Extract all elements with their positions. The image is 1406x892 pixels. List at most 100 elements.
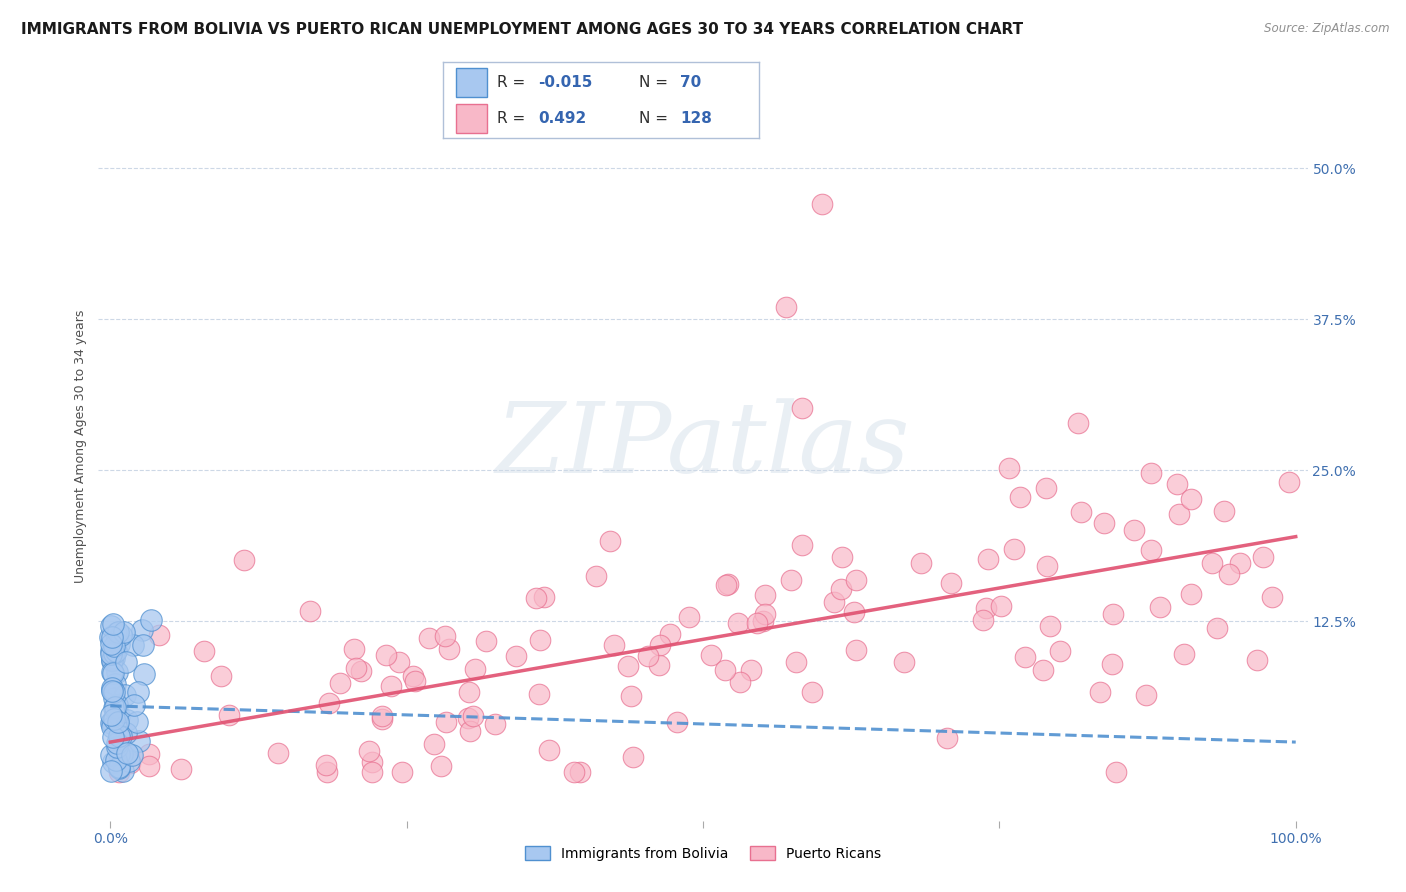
Point [401, 669, 423, 683]
Point [391, 765, 413, 780]
Point [108, 760, 131, 774]
Point [699, 648, 721, 662]
Point [1070, 505, 1092, 519]
Point [998, 461, 1021, 475]
Point [112, 624, 135, 639]
Point [114, 688, 136, 702]
Point [745, 615, 768, 630]
Point [527, 687, 550, 701]
Point [350, 664, 373, 678]
Point [100, 619, 122, 633]
Point [740, 663, 762, 677]
Point [429, 759, 451, 773]
Point [370, 712, 392, 726]
Point [375, 648, 398, 662]
Point [100, 748, 122, 763]
Point [101, 681, 124, 695]
Point [437, 642, 460, 657]
Point [1201, 556, 1223, 570]
Point [599, 534, 621, 549]
Point [1032, 663, 1054, 677]
Point [801, 685, 824, 699]
Point [298, 604, 321, 618]
Point [380, 679, 402, 693]
Point [1014, 650, 1036, 665]
Text: 0.492: 0.492 [537, 111, 586, 126]
Point [359, 744, 381, 758]
Point [422, 737, 444, 751]
Point [1092, 516, 1115, 530]
Point [101, 665, 124, 680]
Point [315, 758, 337, 772]
Point [936, 731, 959, 745]
Point [1140, 543, 1163, 558]
Point [103, 646, 125, 660]
Point [457, 711, 479, 725]
Point [104, 699, 127, 714]
Point [101, 654, 124, 668]
Point [138, 747, 160, 762]
Point [842, 605, 865, 619]
Point [105, 739, 128, 754]
Point [170, 762, 193, 776]
Point [103, 712, 125, 726]
Point [569, 765, 592, 780]
Point [717, 577, 740, 591]
Point [121, 747, 143, 762]
Text: -0.015: -0.015 [537, 75, 592, 90]
Point [1213, 504, 1236, 518]
Point [267, 747, 290, 761]
Point [138, 759, 160, 773]
Point [115, 747, 138, 761]
Point [105, 665, 128, 680]
Point [1139, 466, 1161, 480]
Point [484, 716, 506, 731]
Point [658, 626, 681, 640]
Point [1002, 541, 1025, 556]
Point [120, 756, 142, 771]
Point [115, 714, 138, 728]
Point [1105, 765, 1128, 780]
Text: 70: 70 [681, 75, 702, 90]
Y-axis label: Unemployment Among Ages 30 to 34 years: Unemployment Among Ages 30 to 34 years [75, 310, 87, 582]
Point [104, 753, 127, 767]
Point [1180, 587, 1202, 601]
Point [128, 734, 150, 748]
Point [100, 630, 122, 644]
Point [103, 650, 125, 665]
Point [101, 683, 124, 698]
Point [1168, 507, 1191, 521]
Point [124, 698, 146, 713]
Point [792, 401, 814, 415]
Text: N =: N = [640, 111, 668, 126]
Point [105, 698, 128, 713]
Point [529, 632, 551, 647]
Point [209, 669, 232, 683]
Point [1180, 492, 1202, 507]
Point [110, 628, 132, 642]
Point [727, 615, 749, 630]
Point [360, 755, 382, 769]
Point [360, 765, 382, 780]
Point [505, 648, 527, 663]
Point [232, 553, 254, 567]
Point [132, 667, 155, 681]
Text: R =: R = [496, 75, 524, 90]
Point [972, 613, 994, 627]
Point [754, 607, 776, 622]
Point [107, 625, 129, 640]
Point [103, 731, 125, 745]
Point [475, 633, 498, 648]
Point [193, 644, 215, 658]
Point [830, 582, 852, 596]
Point [104, 644, 127, 658]
Point [562, 765, 585, 780]
Point [1049, 644, 1071, 658]
Point [404, 673, 426, 688]
Point [101, 630, 124, 644]
Point [1035, 558, 1057, 573]
Point [648, 658, 671, 673]
Point [100, 637, 122, 651]
Point [1246, 653, 1268, 667]
Point [218, 707, 240, 722]
